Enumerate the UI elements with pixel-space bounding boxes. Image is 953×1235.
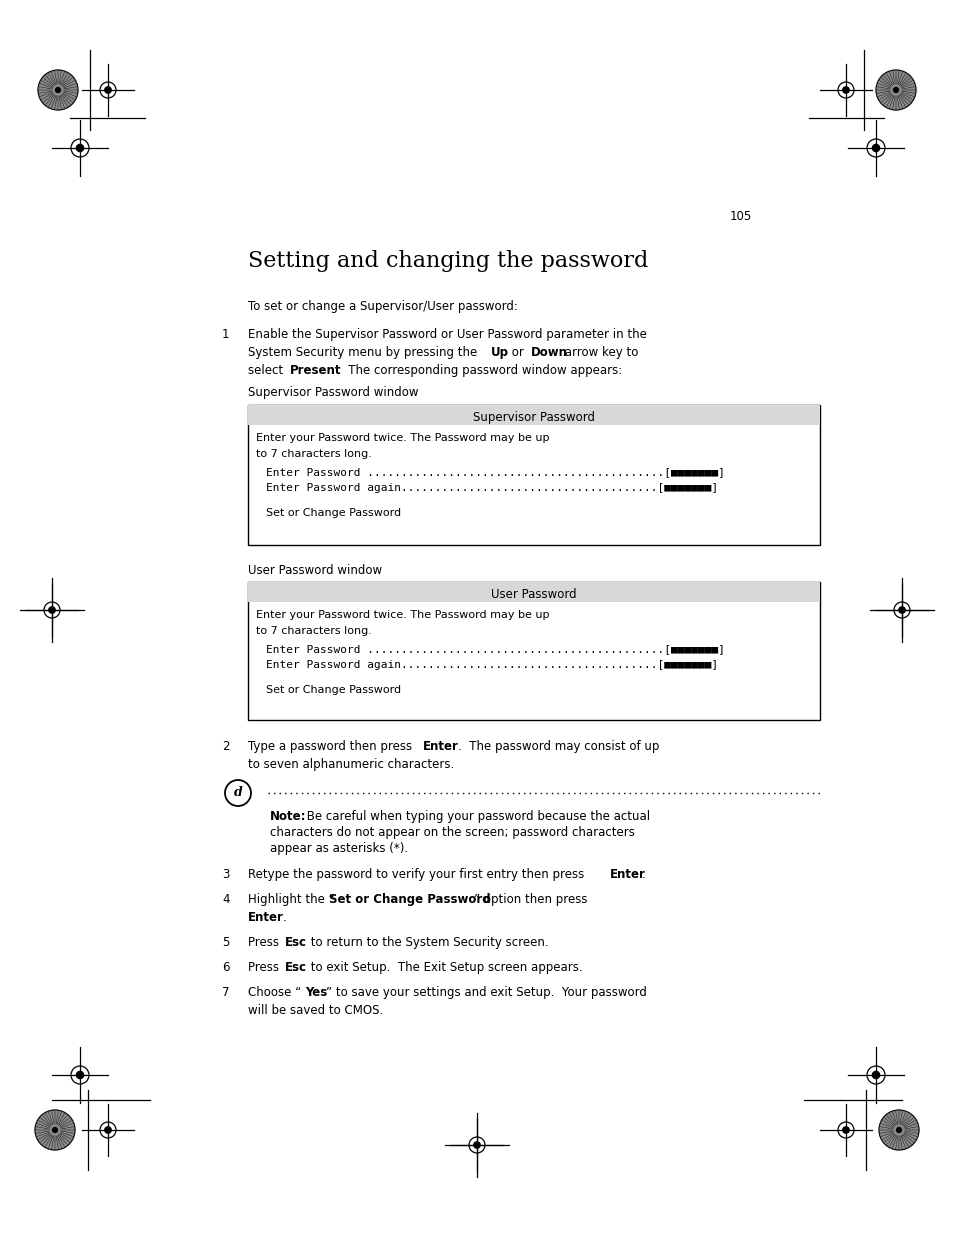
Text: Enable the Supervisor Password or User Password parameter in the: Enable the Supervisor Password or User P… [248, 329, 646, 341]
Text: Esc: Esc [285, 936, 307, 948]
Text: Supervisor Password window: Supervisor Password window [248, 387, 418, 399]
Text: to return to the System Security screen.: to return to the System Security screen. [307, 936, 548, 948]
Text: Highlight the “: Highlight the “ [248, 893, 335, 906]
Text: 5: 5 [222, 936, 229, 948]
Text: select: select [248, 364, 287, 377]
Circle shape [38, 70, 78, 110]
Text: Set or Change Password: Set or Change Password [266, 508, 400, 517]
Text: .  The corresponding password window appears:: . The corresponding password window appe… [336, 364, 621, 377]
Circle shape [841, 1126, 848, 1134]
Text: 105: 105 [729, 210, 752, 224]
Text: to 7 characters long.: to 7 characters long. [255, 450, 372, 459]
Text: or: or [507, 346, 527, 359]
Text: 1: 1 [222, 329, 230, 341]
Text: Enter Password ............................................[■■■■■■■]: Enter Password .........................… [266, 467, 724, 477]
Text: to seven alphanumeric characters.: to seven alphanumeric characters. [248, 758, 454, 771]
Bar [248, 405, 820, 545]
Text: Be careful when typing your password because the actual: Be careful when typing your password bec… [303, 810, 649, 823]
Text: Enter your Password twice. The Password may be up: Enter your Password twice. The Password … [255, 610, 549, 620]
Text: Type a password then press: Type a password then press [248, 740, 416, 753]
Text: Enter: Enter [609, 868, 645, 881]
Text: System Security menu by pressing the: System Security menu by pressing the [248, 346, 480, 359]
Text: Setting and changing the password: Setting and changing the password [248, 249, 648, 272]
Text: appear as asterisks (*).: appear as asterisks (*). [270, 842, 408, 855]
Circle shape [474, 1142, 479, 1149]
Text: Up: Up [491, 346, 509, 359]
Text: Press: Press [248, 936, 282, 948]
Circle shape [871, 1072, 879, 1078]
Text: 7: 7 [222, 986, 230, 999]
Text: will be saved to CMOS.: will be saved to CMOS. [248, 1004, 383, 1016]
Circle shape [866, 1066, 884, 1084]
Circle shape [105, 1126, 112, 1134]
Text: .: . [641, 868, 645, 881]
Text: Down: Down [531, 346, 567, 359]
Text: 3: 3 [222, 868, 229, 881]
Circle shape [878, 1110, 918, 1150]
Text: Enter Password ............................................[■■■■■■■]: Enter Password .........................… [266, 643, 724, 655]
Circle shape [896, 1128, 901, 1132]
Bar [248, 582, 820, 601]
Circle shape [871, 144, 879, 152]
Circle shape [49, 606, 55, 614]
Text: 2: 2 [222, 740, 230, 753]
Text: Enter your Password twice. The Password may be up: Enter your Password twice. The Password … [255, 433, 549, 443]
Text: .  The password may consist of up: . The password may consist of up [457, 740, 659, 753]
Text: Retype the password to verify your first entry then press: Retype the password to verify your first… [248, 868, 587, 881]
Text: Enter Password again......................................[■■■■■■■]: Enter Password again....................… [266, 659, 718, 671]
Text: Present: Present [290, 364, 341, 377]
Text: ” to save your settings and exit Setup.  Your password: ” to save your settings and exit Setup. … [326, 986, 646, 999]
Text: Choose “: Choose “ [248, 986, 301, 999]
Text: to exit Setup.  The Exit Setup screen appears.: to exit Setup. The Exit Setup screen app… [307, 961, 582, 974]
Text: d: d [233, 787, 242, 799]
Circle shape [866, 140, 884, 157]
Text: Note:: Note: [270, 810, 306, 823]
Text: Set or Change Password: Set or Change Password [266, 685, 400, 695]
Circle shape [71, 140, 89, 157]
Circle shape [875, 70, 915, 110]
Text: To set or change a Supervisor/User password:: To set or change a Supervisor/User passw… [248, 300, 517, 312]
Text: ” option then press: ” option then press [474, 893, 587, 906]
Text: Enter: Enter [248, 911, 284, 924]
Circle shape [52, 1128, 57, 1132]
Text: Press: Press [248, 961, 282, 974]
Text: Yes: Yes [305, 986, 327, 999]
Circle shape [76, 144, 84, 152]
Circle shape [55, 88, 60, 93]
Bar [248, 405, 820, 425]
Text: 4: 4 [222, 893, 230, 906]
Text: Supervisor Password: Supervisor Password [473, 410, 595, 424]
Circle shape [898, 606, 904, 614]
Text: User Password: User Password [491, 588, 577, 600]
Circle shape [35, 1110, 75, 1150]
Text: Set or Change Password: Set or Change Password [329, 893, 490, 906]
Bar [248, 582, 820, 720]
Circle shape [893, 88, 898, 93]
Text: to 7 characters long.: to 7 characters long. [255, 626, 372, 636]
Text: Enter Password again......................................[■■■■■■■]: Enter Password again....................… [266, 483, 718, 493]
Circle shape [76, 1072, 84, 1078]
Text: .: . [283, 911, 287, 924]
Circle shape [105, 86, 112, 93]
Text: Enter: Enter [422, 740, 458, 753]
Text: User Password window: User Password window [248, 564, 382, 577]
Text: arrow key to: arrow key to [560, 346, 638, 359]
Circle shape [841, 86, 848, 93]
Circle shape [71, 1066, 89, 1084]
Text: characters do not appear on the screen; password characters: characters do not appear on the screen; … [270, 826, 634, 839]
Text: Esc: Esc [285, 961, 307, 974]
Text: 6: 6 [222, 961, 230, 974]
